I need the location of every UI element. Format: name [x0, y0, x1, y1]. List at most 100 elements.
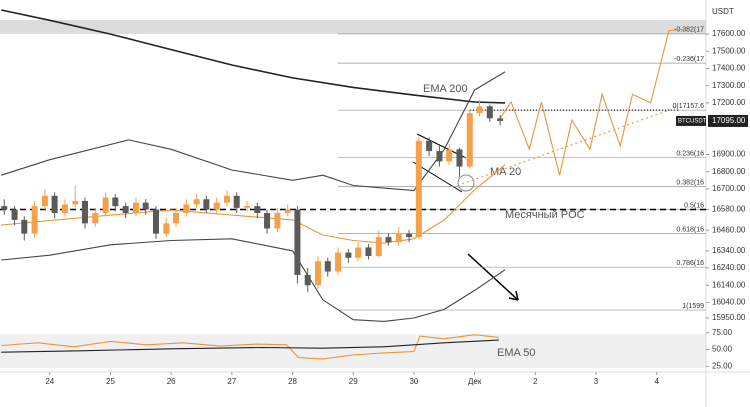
candle-body	[81, 200, 88, 224]
candle-body	[304, 274, 311, 286]
fib-label: 0.382(16	[676, 179, 704, 186]
fib-label: 1(1599	[682, 303, 704, 310]
candle-body	[426, 140, 433, 152]
y-tick-label: 17400.00	[712, 64, 746, 73]
x-tick-label: 3	[594, 377, 599, 386]
candle-body	[355, 247, 362, 258]
rsi-tick-label: 75.00	[712, 328, 733, 337]
candle-body	[446, 149, 453, 162]
candle-body	[254, 206, 261, 214]
rsi-tick-label: 50.00	[712, 345, 733, 354]
candle-body	[41, 195, 48, 207]
candle-body	[395, 233, 402, 243]
candle-body	[224, 195, 231, 203]
rsi-pane	[0, 334, 706, 368]
price-line	[1, 9, 506, 104]
symbol-label: BTCUSDT	[678, 119, 707, 125]
y-tick-label: 16460.00	[712, 225, 746, 234]
y-tick-label: 17500.00	[712, 46, 746, 55]
candle-body	[92, 213, 99, 224]
candle-body	[497, 118, 504, 121]
highlight-circle	[457, 174, 475, 192]
fib-label: 0.618(16	[676, 226, 704, 233]
price-line	[1, 164, 506, 244]
fib-label: -0.236(17	[674, 56, 704, 63]
candle-body	[163, 223, 170, 234]
x-tick-label: 26	[167, 377, 176, 386]
candle-body	[365, 247, 372, 257]
last-price-box	[708, 114, 748, 127]
fib-label: 0(17157.6	[672, 103, 704, 110]
y-tick-label: 16700.00	[712, 184, 746, 193]
candle-body	[173, 213, 180, 224]
annotation: Месячный POC	[505, 209, 585, 221]
rsi-tick-label: 25.00	[712, 361, 733, 370]
x-tick-label: Дек	[468, 377, 482, 386]
y-tick-label: 16900.00	[712, 150, 746, 159]
rsi-line	[1, 339, 499, 353]
candle-body	[486, 106, 493, 119]
candle-body	[415, 140, 422, 238]
candle-body	[436, 151, 443, 162]
x-tick-label: 30	[409, 377, 418, 386]
candle-body	[183, 204, 190, 214]
candle-body	[152, 209, 159, 234]
candle-body	[244, 206, 251, 208]
fib-label: 0.5(16	[684, 203, 704, 210]
candle-body	[122, 206, 129, 214]
x-tick-label: 28	[288, 377, 297, 386]
y-tick-label: 16040.00	[712, 298, 746, 307]
candle-body	[213, 202, 220, 210]
price-line	[1, 238, 506, 322]
y-tick-label: 16580.00	[712, 205, 746, 214]
price-line	[498, 28, 688, 176]
fib-label: 0.236(16	[676, 150, 704, 157]
candle-body	[72, 200, 79, 205]
resistance-zone	[0, 20, 706, 34]
candle-body	[11, 209, 18, 220]
price-line	[1, 71, 506, 192]
candle-body	[385, 237, 392, 243]
candle-body	[51, 195, 58, 214]
x-tick-label: 24	[45, 377, 54, 386]
candle-body	[284, 209, 291, 214]
candle-body	[324, 261, 331, 272]
candle-body	[21, 219, 28, 234]
candle-body	[233, 195, 240, 208]
annotation: EMA 200	[423, 83, 468, 95]
y-tick-label: 16800.00	[712, 167, 746, 176]
candle-body	[203, 199, 210, 210]
candle-body	[274, 213, 281, 229]
y-tick-label: 16240.00	[712, 263, 746, 272]
arrow-head	[508, 290, 519, 301]
candle-body	[142, 202, 149, 210]
candle-body	[112, 197, 119, 207]
candle-body	[294, 209, 301, 275]
candle-body	[345, 252, 352, 258]
candle-body	[61, 204, 68, 214]
x-tick-label: 2	[533, 377, 538, 386]
candle-body	[1, 206, 8, 210]
annotation: MA 20	[490, 166, 521, 178]
y-tick-label: 15950.00	[712, 313, 746, 322]
x-tick-label: 4	[655, 377, 660, 386]
y-tick-label: 16340.00	[712, 246, 746, 255]
price-line	[457, 107, 676, 187]
candle-body	[476, 106, 483, 114]
candle-body	[335, 252, 342, 272]
candle-body	[315, 261, 322, 286]
candle-body	[102, 197, 109, 214]
y-tick-label: 16140.00	[712, 280, 746, 289]
fib-label: 0.786(16	[676, 260, 704, 267]
x-tick-label: 27	[227, 377, 236, 386]
y-tick-label: 17200.00	[712, 98, 746, 107]
candle-body	[31, 206, 38, 234]
fib-label: -0.382(17	[674, 27, 704, 34]
last-price-label: 17095.00	[712, 116, 746, 125]
x-tick-label: 25	[106, 377, 115, 386]
y-tick-label: 17300.00	[712, 81, 746, 90]
arrow	[467, 253, 519, 301]
last-price-badge	[676, 115, 706, 126]
y-tick-label: 17600.00	[712, 29, 746, 38]
